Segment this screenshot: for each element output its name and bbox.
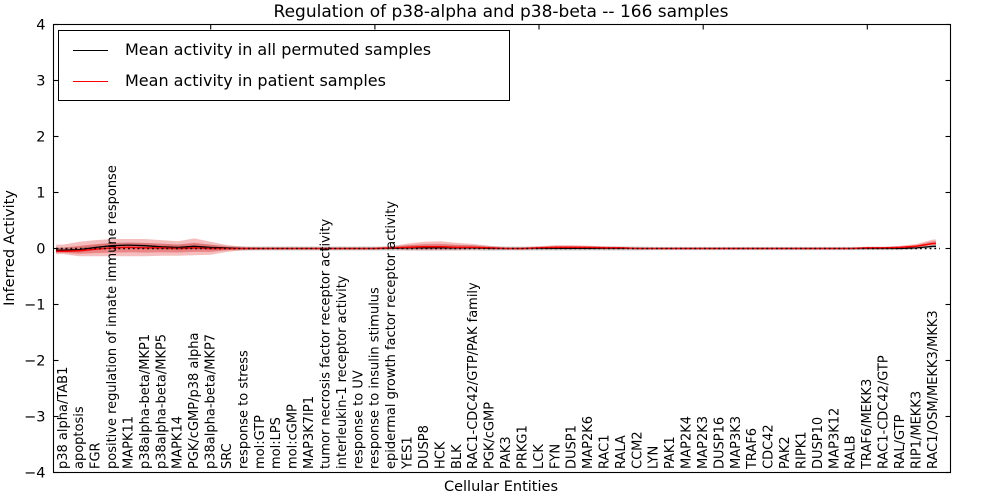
legend-item-permuted: Mean activity in all permuted samples: [59, 38, 509, 62]
y-axis-label: Inferred Activity: [2, 190, 18, 306]
x-category-label: RIP1/MEKK3: [909, 391, 924, 469]
x-category-label: LCK: [532, 444, 547, 469]
x-category-label: TRAF6/MEKK3: [860, 379, 875, 470]
x-category-label: response to UV: [351, 370, 366, 469]
patient-spread-band-outer: [56, 238, 936, 257]
x-category-label: MAPK14: [171, 416, 186, 469]
x-category-label: TRAF6: [745, 428, 760, 470]
x-category-label: PRKG1: [515, 425, 530, 469]
y-tick-label: −3: [24, 410, 45, 426]
y-tick-label: −4: [24, 466, 45, 482]
legend: Mean activity in all permuted samples Me…: [58, 30, 510, 101]
permuted-spread-band: [56, 242, 936, 253]
x-category-label: positive regulation of innate immune res…: [105, 165, 120, 469]
y-tick-label: 0: [36, 242, 45, 258]
x-category-label: DUSP10: [811, 417, 826, 469]
x-category-label: apoptosis: [72, 406, 87, 469]
x-category-label: response to insulin stimulus: [368, 287, 383, 469]
legend-label-patient: Mean activity in patient samples: [125, 71, 386, 90]
x-category-label: mol:LPS: [269, 417, 284, 469]
x-category-label: mol:cGMP: [286, 404, 301, 469]
y-tick-label: 4: [36, 18, 45, 34]
y-tick-label: 1: [36, 186, 45, 202]
x-category-label: BLK: [450, 444, 465, 469]
legend-line-permuted-icon: [73, 49, 108, 51]
x-category-label: HCK: [433, 441, 448, 469]
y-tick-label: −1: [24, 298, 45, 314]
x-category-label: YES1: [401, 436, 416, 470]
x-category-label: epidermal growth factor receptor activit…: [384, 201, 399, 469]
x-category-label: RAC1/OSM/MEKK3/MKK3: [926, 310, 941, 469]
x-category-label: MAP3K7IP1: [302, 396, 317, 469]
x-category-label: MAP2K3: [696, 416, 711, 469]
x-category-label: PGK/cGMP: [483, 402, 498, 469]
x-category-label: mol:GTP: [253, 415, 268, 469]
x-category-label: CCM2: [630, 431, 645, 469]
x-category-label: tumor necrosis factor receptor activity: [318, 218, 333, 469]
chart-title: Regulation of p38-alpha and p38-beta -- …: [274, 2, 729, 22]
x-category-label: RAL/GTP: [893, 414, 908, 469]
x-category-label: MAP3K12: [827, 408, 842, 469]
x-category-label: interleukin-1 receptor activity: [335, 275, 350, 469]
x-axis-label: Cellular Entities: [444, 479, 558, 495]
x-category-label: RALA: [614, 435, 629, 469]
x-category-label: p38 alpha/TAB1: [56, 367, 71, 469]
x-category-label: MAPK11: [122, 416, 137, 469]
x-category-label: p38alpha-beta/MKP1: [138, 334, 153, 469]
y-tick-label: 2: [36, 130, 45, 146]
x-category-label: MAP2K4: [680, 416, 695, 469]
y-tick-label: −2: [24, 354, 45, 370]
x-category-label: FGR: [89, 442, 104, 469]
x-category-label: LYN: [647, 446, 662, 469]
x-category-label: SRC: [220, 443, 235, 469]
x-category-label: PGK/cGMP/p38 alpha: [187, 333, 202, 469]
x-category-label: response to stress: [236, 350, 251, 469]
x-category-label: p38alpha-beta/MKP7: [204, 334, 219, 469]
x-category-label: DUSP1: [565, 425, 580, 469]
x-category-label: RAC1-CDC42/GTP: [877, 355, 892, 469]
x-category-label: CDC42: [762, 424, 777, 469]
x-category-label: RAC1-CDC42/GTP/PAK family: [466, 282, 481, 469]
x-category-label: MAP3K3: [729, 416, 744, 469]
x-category-label: FYN: [548, 444, 563, 469]
x-category-label: MAP2K6: [581, 416, 596, 469]
legend-label-permuted: Mean activity in all permuted samples: [125, 40, 432, 59]
x-category-label: PAK1: [663, 436, 678, 469]
x-category-label: RALB: [844, 435, 859, 469]
x-category-label: PAK2: [778, 436, 793, 469]
y-tick-label: 3: [36, 74, 45, 90]
legend-line-patient-icon: [73, 80, 108, 82]
x-category-label: DUSP16: [712, 417, 727, 469]
x-category-label: p38alpha-beta/MKP5: [154, 334, 169, 469]
x-category-label: RIPK1: [795, 431, 810, 469]
x-category-label: PAK3: [499, 436, 514, 469]
x-category-label: DUSP8: [417, 425, 432, 469]
x-category-label: RAC1: [598, 434, 613, 469]
legend-item-patient: Mean activity in patient samples: [59, 69, 509, 93]
